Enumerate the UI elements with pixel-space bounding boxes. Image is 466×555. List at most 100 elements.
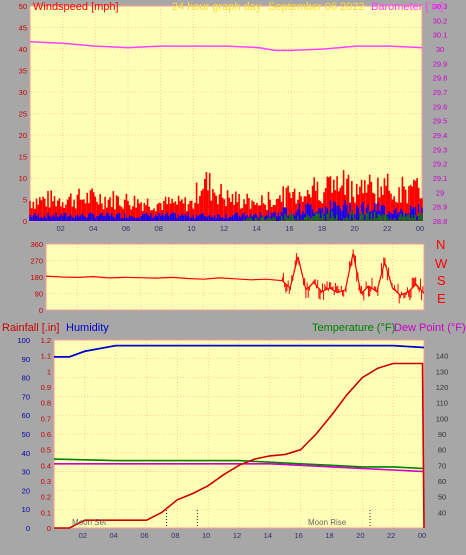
barometer-label: Barometer [ in] xyxy=(371,1,443,13)
rain-y-tick-0.1: 0.1 xyxy=(41,508,51,517)
wind-y-tick-20: 20 xyxy=(19,131,27,140)
temperature-label: Temperature (°F) xyxy=(312,322,395,334)
baro-y-tick-29.5: 29.5 xyxy=(433,117,448,126)
baro-y-tick-29.1: 29.1 xyxy=(433,174,448,183)
wind-y-tick-10: 10 xyxy=(19,174,27,183)
direction-y-tick-360: 360 xyxy=(30,240,43,249)
temp-y-tick-50: 50 xyxy=(438,493,446,502)
humidity-y-tick-10: 10 xyxy=(22,505,30,514)
rain-y-tick-1.1: 1.1 xyxy=(41,352,51,361)
wind-x-tick-08: 08 xyxy=(154,224,162,233)
baro-y-tick-28.9: 28.9 xyxy=(433,203,448,212)
wind-x-tick-18: 18 xyxy=(318,224,326,233)
wind-x-tick-14: 14 xyxy=(252,224,260,233)
dewpoint-label: Dew Point (°F) xyxy=(394,322,466,334)
compass-w: W xyxy=(435,256,448,271)
rain-y-tick-0.6: 0.6 xyxy=(41,430,51,439)
humidity-y-tick-90: 90 xyxy=(22,355,30,364)
baro-y-tick-30.1: 30.1 xyxy=(433,31,448,40)
wind-low-series xyxy=(243,210,423,221)
temp-y-tick-100: 100 xyxy=(436,414,449,423)
baro-y-tick-30.3: 30.3 xyxy=(433,2,448,11)
lower-x-tick-08: 08 xyxy=(171,531,179,540)
compass-s: S xyxy=(437,273,446,288)
baro-y-tick-29.8: 29.8 xyxy=(433,74,448,83)
humidity-y-tick-0: 0 xyxy=(26,524,30,533)
wind-y-tick-25: 25 xyxy=(19,110,27,119)
baro-y-tick-29.9: 29.9 xyxy=(433,59,448,68)
lower-x-tick-04: 04 xyxy=(109,531,117,540)
humidity-y-tick-50: 50 xyxy=(22,430,30,439)
baro-y-tick-29.2: 29.2 xyxy=(433,160,448,169)
lower-x-tick-22: 22 xyxy=(387,531,395,540)
moon-set-label: Moon Set xyxy=(72,518,107,527)
dewpoint-series xyxy=(54,462,425,473)
wind-x-tick-16: 16 xyxy=(285,224,293,233)
direction-y-tick-0: 0 xyxy=(39,306,43,315)
compass-e: E xyxy=(437,291,446,306)
temperature-series xyxy=(53,458,425,470)
compass-n: N xyxy=(436,237,445,252)
graph-title: 24 hour graph day xyxy=(172,1,262,13)
windspeed-label: Windspeed [mph] xyxy=(33,1,119,13)
temp-y-tick-40: 40 xyxy=(438,508,446,517)
direction-y-tick-180: 180 xyxy=(30,273,43,282)
rainfall-label: Rainfall [.in] xyxy=(2,322,59,334)
rain-y-tick-0.3: 0.3 xyxy=(41,477,51,486)
temp-y-tick-110: 110 xyxy=(436,399,448,408)
humidity-y-tick-20: 20 xyxy=(22,486,30,495)
rain-y-tick-1: 1 xyxy=(47,367,51,376)
wind-x-tick-02: 02 xyxy=(56,224,64,233)
wind-y-tick-45: 45 xyxy=(19,24,27,33)
lower-x-tick-16: 16 xyxy=(294,531,302,540)
rainfall-series xyxy=(54,362,425,529)
moon-rise-label: Moon Rise xyxy=(308,518,347,527)
lower-x-tick-20: 20 xyxy=(356,531,364,540)
temp-y-tick-120: 120 xyxy=(436,383,449,392)
wind-y-tick-5: 5 xyxy=(23,196,27,205)
barometer-series xyxy=(29,41,423,52)
lower-x-tick-12: 12 xyxy=(233,531,241,540)
wind-y-tick-30: 30 xyxy=(19,88,27,97)
temp-y-tick-80: 80 xyxy=(438,446,446,455)
rain-y-tick-0.8: 0.8 xyxy=(41,399,51,408)
direction-y-tick-90: 90 xyxy=(35,290,43,299)
humidity-y-tick-70: 70 xyxy=(22,392,30,401)
wind-y-tick-15: 15 xyxy=(19,153,27,162)
lower-x-tick-14: 14 xyxy=(264,531,272,540)
temp-y-tick-90: 90 xyxy=(438,430,446,439)
wind-y-tick-40: 40 xyxy=(19,45,27,54)
direction-scatter-series xyxy=(281,249,424,304)
rain-y-tick-0.7: 0.7 xyxy=(41,414,51,423)
rain-y-tick-1.2: 1.2 xyxy=(41,336,51,345)
wind-x-tick-20: 20 xyxy=(350,224,358,233)
rain-y-tick-0: 0 xyxy=(47,524,51,533)
wind-x-tick-12: 12 xyxy=(220,224,228,233)
lower-x-tick-06: 06 xyxy=(140,531,148,540)
baro-y-tick-30.2: 30.2 xyxy=(433,16,448,25)
lower-x-tick-18: 18 xyxy=(325,531,333,540)
humidity-label: Humidity xyxy=(66,322,109,334)
lower-x-tick-02: 02 xyxy=(79,531,87,540)
wind-y-tick-0: 0 xyxy=(23,217,27,226)
temp-y-tick-70: 70 xyxy=(438,461,446,470)
rain-y-tick-0.4: 0.4 xyxy=(41,461,51,470)
direction-y-tick-270: 270 xyxy=(30,257,43,266)
baro-y-tick-30: 30 xyxy=(436,45,444,54)
rain-y-tick-0.2: 0.2 xyxy=(41,493,51,502)
lower-x-tick-10: 10 xyxy=(202,531,210,540)
temp-y-tick-130: 130 xyxy=(436,367,449,376)
humidity-series xyxy=(54,344,425,358)
wind-x-tick-06: 06 xyxy=(122,224,130,233)
baro-y-tick-29.7: 29.7 xyxy=(433,88,448,97)
humidity-y-tick-60: 60 xyxy=(22,411,30,420)
temp-y-tick-140: 140 xyxy=(436,352,449,361)
wind-y-tick-35: 35 xyxy=(19,67,27,76)
wind-y-tick-50: 50 xyxy=(19,2,27,11)
baro-y-tick-29.4: 29.4 xyxy=(433,131,448,140)
wind-x-tick-00: 00 xyxy=(416,224,424,233)
rain-y-tick-0.9: 0.9 xyxy=(41,383,51,392)
baro-y-tick-29.3: 29.3 xyxy=(433,145,448,154)
